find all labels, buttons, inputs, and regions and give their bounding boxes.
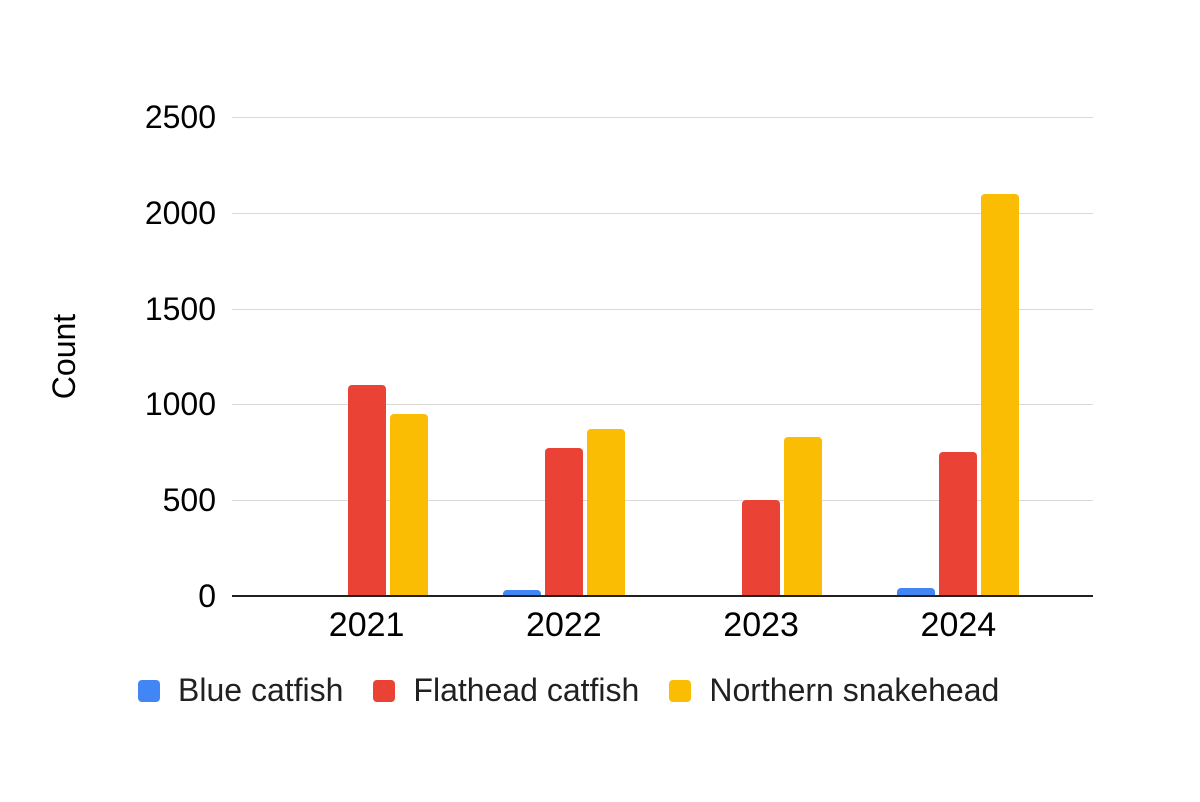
bar-northern-snakehead-2023 (784, 436, 823, 596)
y-axis-title: Count (40, 117, 90, 596)
legend-item-northern-snakehead: Northern snakehead (669, 672, 999, 709)
x-axis-line (232, 595, 1093, 597)
legend-item-flathead-catfish: Flathead catfish (373, 672, 639, 709)
gridline (232, 117, 1093, 118)
gridline (232, 308, 1093, 310)
bar-group-2021 (268, 117, 465, 596)
bar-flathead-catfish-2024 (939, 452, 978, 596)
bar-group-2024 (860, 117, 1057, 596)
y-axis-tick-label: 2500 (144, 99, 216, 135)
bar-blue-catfish-2024 (897, 588, 936, 596)
gridline (232, 404, 1093, 406)
bar-blue-catfish-2022 (502, 590, 541, 596)
legend-item-blue-catfish: Blue catfish (138, 672, 343, 709)
bar-group-2023 (663, 117, 860, 596)
bar-northern-snakehead-2021 (389, 413, 428, 596)
y-axis-tick-label: 500 (162, 482, 216, 519)
legend-marker-icon (138, 679, 160, 702)
plot-area (232, 117, 1093, 597)
x-axis-tick-label-2022: 2022 (526, 606, 602, 644)
bar-groups (232, 117, 1093, 596)
y-axis-tick-label: 0 (198, 578, 216, 614)
x-axis-tick-label-2024: 2024 (920, 606, 997, 644)
legend-marker-icon (669, 679, 692, 702)
gridline (232, 212, 1093, 214)
bar-flathead-catfish-2022 (544, 448, 583, 596)
legend-marker-icon (373, 679, 396, 702)
legend-label: Blue catfish (178, 672, 344, 708)
x-axis-tick-labels: 2021 2022 2023 2024 (232, 606, 1093, 645)
y-axis-title-text: Count (46, 313, 83, 400)
legend-label: Northern snakehead (709, 672, 1000, 708)
bar-flathead-catfish-2023 (742, 500, 781, 596)
y-axis-tick-labels: 0 500 1000 1500 2000 2500 (90, 99, 216, 614)
y-axis-tick-label: 1500 (144, 290, 216, 327)
legend: Blue catfish Flathead catfish Northern sna… (138, 672, 999, 709)
x-axis-tick-label-2021: 2021 (328, 606, 405, 644)
bar-flathead-catfish-2021 (347, 385, 386, 596)
bar-northern-snakehead-2024 (981, 193, 1020, 596)
bar-group-2022 (465, 117, 662, 596)
bar-northern-snakehead-2022 (586, 429, 625, 596)
y-axis-tick-label: 2000 (144, 194, 216, 231)
y-axis-tick-label: 1000 (144, 386, 216, 423)
legend-label: Flathead catfish (413, 672, 640, 708)
gridline (232, 500, 1093, 502)
x-axis-tick-label-2023: 2023 (723, 606, 799, 644)
